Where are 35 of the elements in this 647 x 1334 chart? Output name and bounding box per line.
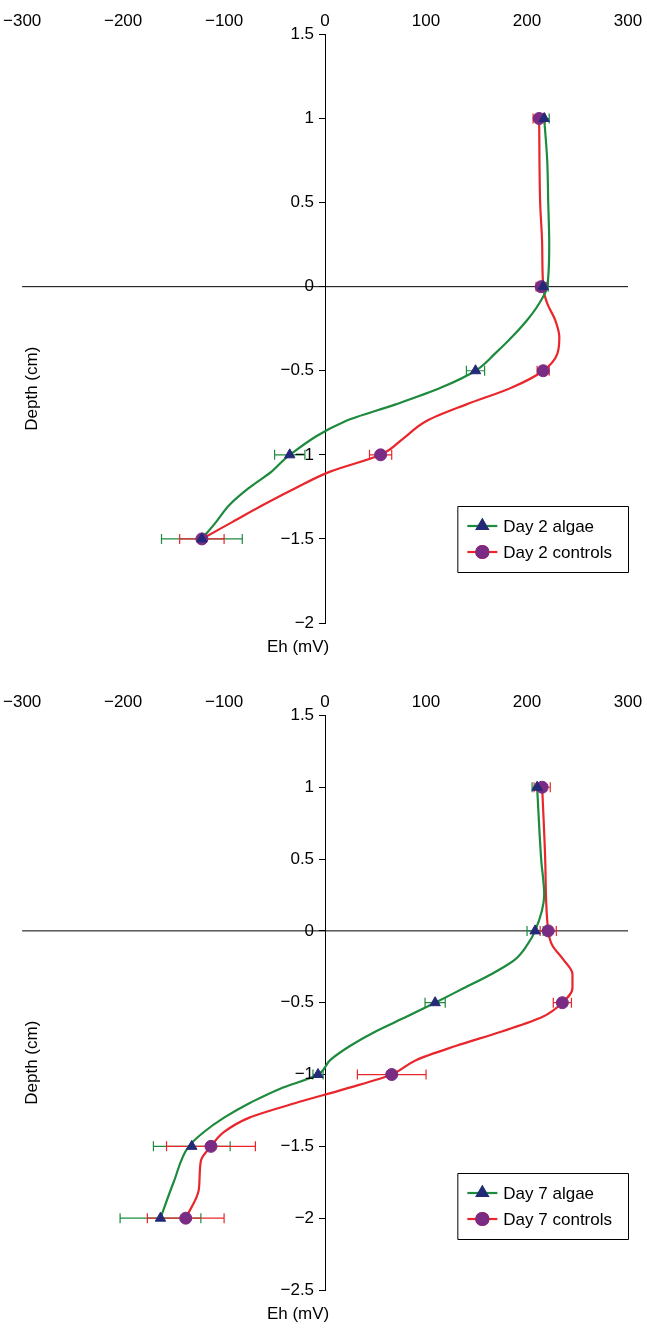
y-tick-label: 0.5 <box>290 192 315 212</box>
y-axis-title: Depth (cm) <box>21 346 41 431</box>
y-axis-title: Depth (cm) <box>21 1020 41 1105</box>
x-axis-title: Eh (mV) <box>266 637 330 657</box>
y-tick-label: 1 <box>304 776 315 796</box>
y-tick-label: −2.5 <box>280 1279 315 1299</box>
x-tick-label: 0 <box>320 691 330 711</box>
y-tick-label: 0.5 <box>290 848 315 868</box>
x-tick-label: −200 <box>103 691 143 711</box>
x-tick-label: 0 <box>320 10 330 30</box>
legend-label: Day 7 algae <box>503 1183 595 1203</box>
x-tick-label: 200 <box>512 691 542 711</box>
x-tick-label: 200 <box>512 10 542 30</box>
y-tick-label: 1.5 <box>290 705 315 725</box>
x-tick-label: 100 <box>411 691 441 711</box>
x-axis-title: Eh (mV) <box>266 1304 330 1324</box>
y-tick-label: −2 <box>294 1207 315 1227</box>
x-tick-label: −100 <box>204 10 244 30</box>
legend-label: Day 7 controls <box>503 1209 613 1229</box>
legend-label: Day 2 algae <box>503 516 595 536</box>
legend-label: Day 2 controls <box>503 542 613 562</box>
y-tick-label: 1.5 <box>290 24 315 44</box>
x-tick-label: −300 <box>3 691 42 711</box>
y-tick-label: −1.5 <box>280 1136 315 1156</box>
x-tick-label: −100 <box>204 691 244 711</box>
x-tick-label: 300 <box>613 10 643 30</box>
x-tick-label: 100 <box>411 10 441 30</box>
y-tick-label: −1.5 <box>280 528 315 548</box>
x-tick-label: −200 <box>103 10 143 30</box>
y-tick-label: −2 <box>294 612 315 632</box>
x-tick-label: 300 <box>613 691 643 711</box>
y-tick-label: 1 <box>304 108 315 128</box>
y-tick-label: −0.5 <box>280 360 315 380</box>
y-tick-label: −0.5 <box>280 992 315 1012</box>
x-tick-label: −300 <box>3 10 42 30</box>
